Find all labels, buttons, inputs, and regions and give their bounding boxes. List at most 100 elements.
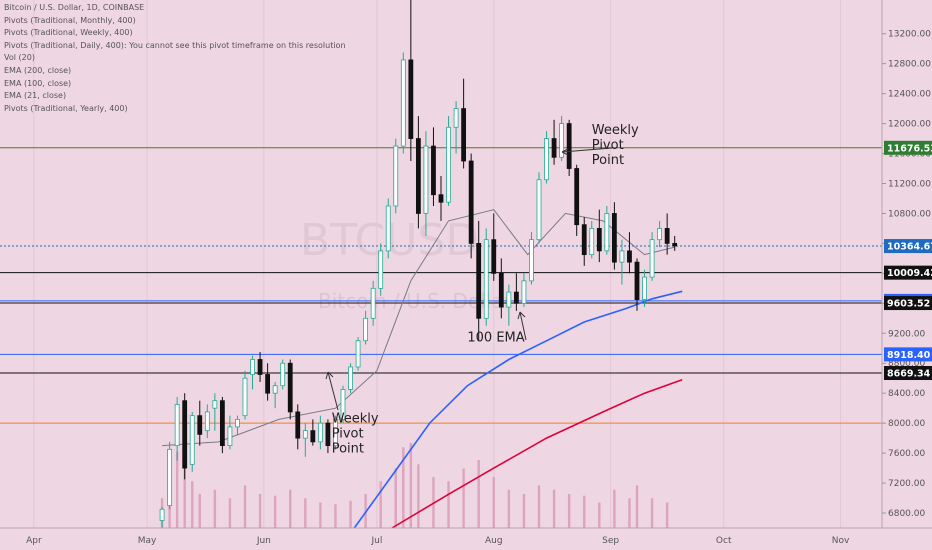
x-tick-label: Nov [832, 536, 850, 546]
x-ticks: Apr May Jun Jul Aug Sep Oct Nov [26, 536, 850, 546]
candle [242, 370, 248, 420]
volume-bar [492, 477, 495, 528]
candle [438, 176, 444, 221]
volume-bar [402, 447, 405, 528]
candle-body [491, 239, 497, 274]
annotation-arrowhead [325, 371, 334, 380]
candle-body [400, 59, 406, 147]
candle-body [280, 362, 286, 387]
candle [642, 269, 647, 308]
legend-pivots-monthly[interactable]: Pivots (Traditional, Monthly, 400) [4, 15, 136, 25]
candle-body [219, 400, 225, 447]
candle [348, 363, 353, 394]
candle [174, 396, 180, 461]
volume-bar [258, 494, 262, 528]
legend-pivots-daily[interactable]: Pivots (Traditional, Daily, 400): You ca… [4, 40, 346, 50]
candle [521, 273, 527, 308]
legend-volume[interactable]: Vol (20) [4, 53, 35, 63]
y-tick-label: 8000.00 [888, 419, 925, 429]
candle-body [265, 374, 271, 394]
volume-bar [635, 485, 639, 528]
candle-body [363, 317, 369, 342]
y-tick-label: 8400.00 [888, 389, 925, 399]
candle [302, 423, 308, 457]
candle [378, 243, 384, 296]
annotation-arrowhead [561, 148, 569, 156]
candle [393, 138, 399, 214]
candle [604, 205, 610, 255]
annotation-arrow [519, 311, 527, 341]
candle-body [257, 359, 263, 375]
annotation-text: 100 EMA [467, 331, 524, 346]
legend-ema100[interactable]: EMA (100, close) [4, 78, 72, 88]
y-tick-label: 9200.00 [888, 329, 925, 339]
candle-body [657, 228, 663, 241]
volume-bar [183, 468, 186, 528]
legend-ema200[interactable]: EMA (200, close) [4, 65, 72, 75]
candle [483, 228, 489, 326]
candle-body [385, 205, 391, 252]
candle [672, 235, 678, 251]
volume-bar [409, 443, 413, 528]
candle-body [581, 224, 587, 256]
candle-body [529, 239, 534, 282]
candle-body [174, 404, 180, 447]
candle-body [242, 377, 248, 417]
candle-body [461, 108, 467, 162]
candle [363, 310, 369, 345]
x-tick-label: Apr [26, 536, 42, 546]
candle-body [415, 138, 421, 214]
volume-bar [507, 489, 511, 528]
candle-body [431, 145, 436, 196]
candle [408, 0, 414, 162]
y-tick-label: 11200.00 [888, 179, 931, 189]
candle-body [566, 123, 572, 169]
candle-body [423, 145, 429, 214]
candle [461, 78, 467, 169]
candle-body [348, 366, 353, 390]
candle [325, 419, 331, 454]
candle-body [197, 415, 203, 435]
price-label: 10364.67 [887, 242, 932, 253]
candle [589, 220, 595, 259]
candle-body [408, 59, 414, 139]
level-lines [0, 147, 882, 424]
price-label: 10009.42 [887, 268, 932, 279]
legend-pivots-yearly[interactable]: Pivots (Traditional, Yearly, 400) [4, 103, 128, 113]
candle [551, 119, 557, 165]
price-label: 8918.40 [887, 350, 931, 361]
candle-body [589, 228, 595, 256]
candle [257, 352, 263, 382]
candle [566, 119, 572, 176]
volume-bar [243, 485, 247, 528]
price-labels: 11676.5310364.6710009.429632.429603.5289… [884, 140, 932, 381]
candle [235, 415, 240, 435]
annotation-text: Pivot [332, 426, 364, 441]
candle-body [272, 385, 278, 394]
y-tick-label: 8800.00 [888, 359, 925, 369]
annotation-arrowhead [517, 311, 526, 320]
candle-body [649, 239, 655, 278]
candle [333, 415, 338, 450]
x-tick-label: Sep [602, 536, 619, 546]
candle [491, 213, 497, 281]
legend-symbol[interactable]: Bitcoin / U.S. Dollar, 1D, COINBASE [4, 3, 145, 12]
price-label-bg [884, 265, 932, 280]
candle [536, 172, 542, 244]
candle [506, 284, 512, 326]
price-label: 9603.52 [887, 299, 930, 310]
candle [385, 198, 391, 259]
volume-bar [191, 481, 194, 528]
volume-bar [628, 498, 631, 528]
legend-pivots-weekly[interactable]: Pivots (Traditional, Weekly, 400) [4, 28, 133, 38]
legend-ema21[interactable]: EMA (21, close) [4, 91, 67, 101]
candle-body [642, 276, 647, 300]
volume-bar [319, 502, 322, 528]
candle-body [483, 239, 489, 319]
x-tick-label: Jun [256, 536, 271, 546]
candle-body [325, 422, 331, 447]
candle [468, 153, 474, 259]
